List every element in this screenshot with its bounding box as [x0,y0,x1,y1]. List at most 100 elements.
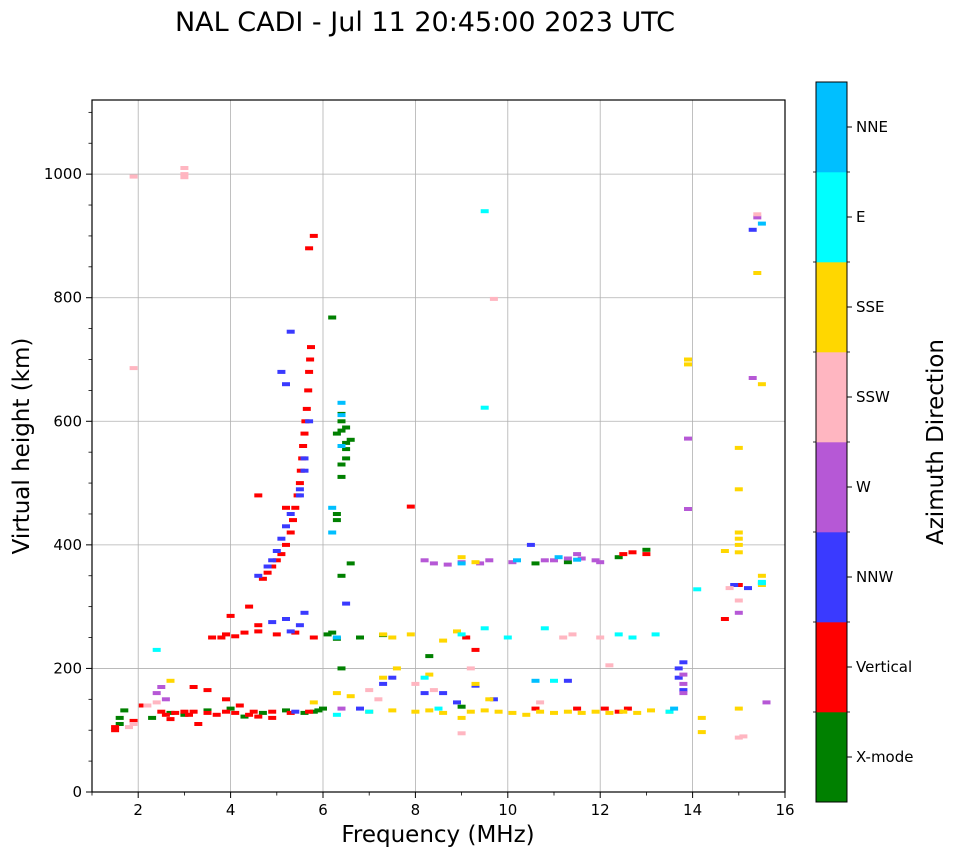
data-point [319,706,327,711]
colorbar-segment [816,442,847,533]
data-point [559,635,568,640]
data-point [157,709,166,714]
data-point [734,706,743,711]
data-point [138,703,147,708]
data-point [411,681,420,686]
data-point [337,419,346,424]
data-point [647,708,655,713]
data-point [291,709,300,714]
data-point [305,246,314,251]
data-point [337,444,346,448]
y-ticks: 0 200 400 600 800 1000 [44,111,92,801]
colorbar-tick-label: Vertical [856,658,912,676]
data-point [457,555,466,560]
data-point [485,697,494,702]
data-point [429,561,438,566]
data-point [166,678,175,683]
data-point [282,708,290,713]
data-point [342,601,351,606]
y-axis-label: Virtual height (km) [9,338,35,555]
data-point [753,271,762,275]
data-point [203,688,212,693]
data-point [642,547,651,552]
colorbar: X-mode Vertical NNW W SSW SSE E NNE [813,81,913,803]
data-point [342,425,351,430]
series-e [152,209,766,717]
data-point [332,512,341,516]
data-point [457,704,466,709]
data-point [245,604,254,609]
data-point [554,555,563,560]
data-point [125,725,133,730]
data-point [231,710,240,715]
data-point [550,558,558,563]
data-point [753,212,762,217]
data-point [684,362,692,367]
data-point [577,556,586,561]
data-point [309,635,318,640]
colorbar-tick-label: E [856,208,865,226]
data-point [263,570,272,575]
data-point [522,712,531,717]
data-point [600,706,609,711]
x-tick-label: 14 [683,801,702,819]
data-point [563,556,572,561]
data-point [605,663,614,668]
colorbar-segment [816,712,847,803]
data-point [480,405,489,410]
data-point [757,573,766,578]
data-point [388,635,397,640]
data-layer [111,166,771,740]
data-point [314,708,323,713]
data-point [277,552,286,557]
data-point [392,666,401,671]
data-point [268,558,277,563]
data-point [157,685,166,689]
data-point [753,215,762,220]
data-point [670,706,679,711]
data-point [332,431,341,436]
data-point [720,617,729,621]
data-point [679,681,688,686]
data-point [286,530,295,535]
data-point [605,710,614,715]
data-point [679,672,688,677]
data-point [332,691,341,696]
data-point [457,632,466,637]
data-point [282,505,290,510]
data-point [563,678,572,683]
data-point [286,512,295,516]
data-point [536,700,545,705]
data-point [306,357,315,362]
data-point [531,706,540,711]
data-point [337,413,346,418]
data-point [739,734,748,739]
data-point [263,564,272,569]
data-point [577,710,586,715]
data-point [744,586,752,591]
series-ssw [125,166,762,740]
data-point [734,735,743,740]
data-point [356,706,364,711]
data-point [332,635,341,640]
data-point [258,710,267,715]
data-point [628,550,637,555]
data-point [642,552,651,557]
data-point [734,542,743,547]
data-point [129,174,138,179]
colorbar-segment [816,172,847,263]
data-point [679,660,688,665]
data-point [526,542,535,547]
data-point [189,709,198,714]
data-point [152,691,161,696]
data-point [531,561,540,566]
data-point [453,629,461,634]
colorbar-segment [816,82,847,173]
data-point [129,366,138,371]
data-point [411,709,420,714]
data-point [619,552,628,557]
data-point [693,587,702,592]
plot-area [92,100,785,792]
series-w [152,215,771,711]
data-point [282,617,290,621]
